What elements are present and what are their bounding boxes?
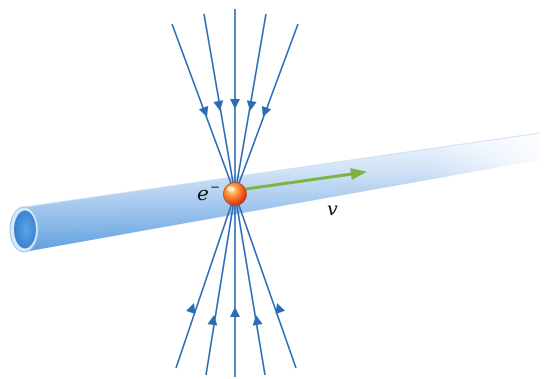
- electron-highlight: [227, 186, 235, 192]
- field-arrow-top-1: [198, 105, 209, 117]
- field-arrow-bottom-2: [207, 315, 218, 326]
- electron-charge: −: [209, 180, 220, 194]
- electron-ball: [223, 182, 247, 206]
- field-line-bottom-4: [234, 193, 266, 376]
- velocity-arrow: [245, 168, 367, 191]
- tube-end-opening: [14, 210, 36, 249]
- velocity-arrow-shaft: [245, 172, 353, 191]
- tube-top-edge: [23, 132, 541, 208]
- field-arrow-bottom-5: [275, 303, 286, 315]
- electron: [223, 182, 247, 206]
- field-arrow-top-4: [246, 100, 257, 111]
- wire-tube: [9, 132, 541, 253]
- field-arrow-top-3: [230, 99, 240, 109]
- field-arrows-top: [198, 99, 272, 117]
- field-line-bottom-2: [205, 193, 236, 376]
- electron-symbol: e: [197, 181, 209, 205]
- field-arrow-bottom-4: [252, 315, 263, 326]
- field-arrow-top-5: [261, 105, 272, 117]
- electron-label: e−: [197, 181, 220, 203]
- tube-fade: [24, 133, 540, 252]
- field-arrows-bottom: [186, 303, 286, 326]
- field-arrow-top-2: [213, 100, 224, 111]
- field-lines-bottom: [175, 193, 297, 377]
- field-arrow-bottom-3: [230, 307, 240, 317]
- velocity-label: v: [327, 198, 338, 220]
- field-line-bottom-5: [234, 193, 297, 369]
- field-arrow-bottom-1: [186, 303, 196, 315]
- field-line-bottom-1: [175, 193, 236, 369]
- velocity-arrowhead: [350, 168, 367, 180]
